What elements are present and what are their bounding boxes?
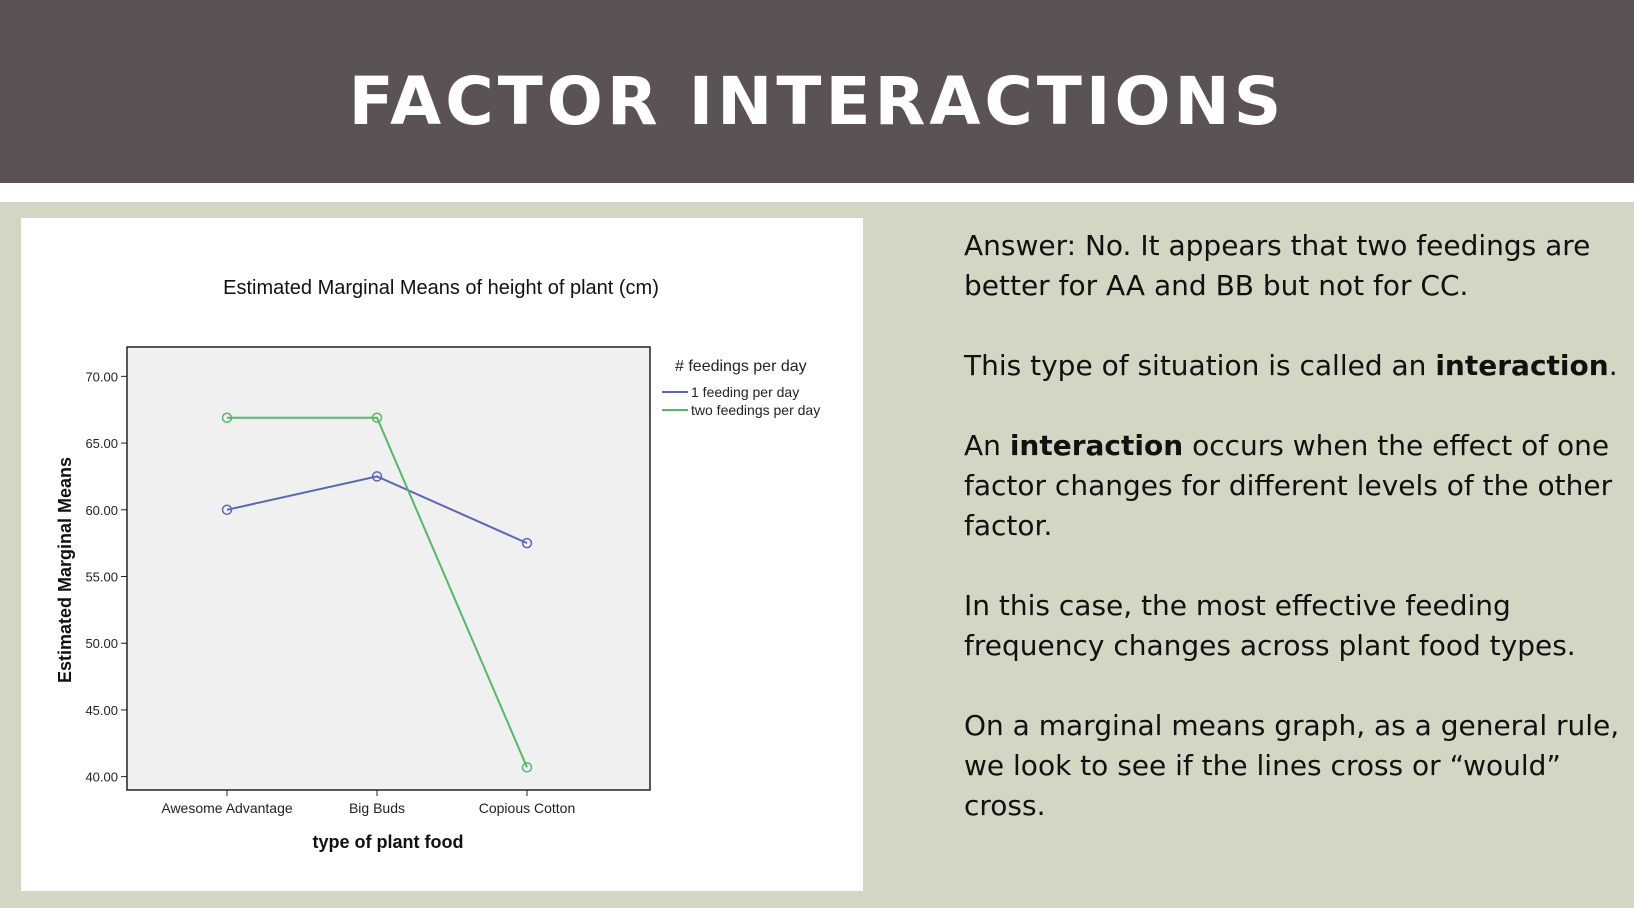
answer-paragraph: Answer: No. It appears that two feedings…: [964, 229, 1591, 302]
series-1-point: [521, 537, 533, 549]
series-line-2: [227, 416, 528, 768]
legend-title: # feedings per day: [675, 358, 807, 375]
chart-panel: Estimated Marginal Means of height of pl…: [21, 218, 863, 891]
series-2-point: [521, 762, 533, 773]
x-tick-label: Copious Cotton: [479, 800, 576, 816]
y-tick-label: 45.00: [85, 703, 118, 718]
series-1-point: [221, 504, 233, 516]
y-axis: 40.00 45.00 50.00 55.00 60.00 65.00 70.00: [85, 369, 127, 785]
x-tick-label: Awesome Advantage: [161, 800, 292, 816]
legend-label-series-2: two feedings per day: [691, 402, 820, 418]
explanation-text: Answer: No. It appears that two feedings…: [964, 226, 1624, 866]
x-axis-label: type of plant food: [313, 832, 464, 852]
y-tick-label: 40.00: [85, 770, 118, 785]
series-2-point: [371, 412, 383, 423]
interaction-term: interaction: [1009, 429, 1184, 462]
series-line-1: [226, 475, 528, 545]
interaction-term: interaction: [1435, 349, 1609, 382]
chart-title: Estimated Marginal Means of height of pl…: [223, 277, 659, 299]
y-axis-label: Estimated Marginal Means: [55, 457, 75, 683]
interaction-definition-intro: This type of situation is called an inte…: [964, 349, 1618, 382]
x-tick-label: Big Buds: [349, 800, 405, 816]
slide-header: FACTOR INTERACTIONS: [0, 0, 1634, 183]
plot-area: [126, 346, 651, 791]
interaction-definition: An interaction occurs when the effect of…: [964, 429, 1613, 542]
case-explanation: In this case, the most effective feeding…: [964, 589, 1576, 662]
y-tick-label: 65.00: [85, 436, 118, 451]
series-layer: [221, 412, 533, 773]
general-rule: On a marginal means graph, as a general …: [964, 709, 1620, 822]
y-tick-label: 55.00: [85, 570, 118, 585]
header-divider: [0, 183, 1634, 202]
series-2-point: [221, 412, 233, 423]
slide-title: FACTOR INTERACTIONS: [348, 63, 1286, 140]
series-1-point: [371, 471, 383, 482]
marginal-means-chart: Estimated Marginal Means of height of pl…: [55, 277, 820, 852]
y-tick-label: 60.00: [85, 503, 118, 518]
legend-label-series-1: 1 feeding per day: [691, 384, 799, 400]
y-tick-label: 50.00: [85, 636, 118, 651]
y-tick-label: 70.00: [85, 369, 118, 384]
legend: # feedings per day 1 feeding per day two…: [662, 358, 820, 418]
x-axis: Awesome Advantage Big Buds Copious Cotton: [161, 790, 575, 816]
